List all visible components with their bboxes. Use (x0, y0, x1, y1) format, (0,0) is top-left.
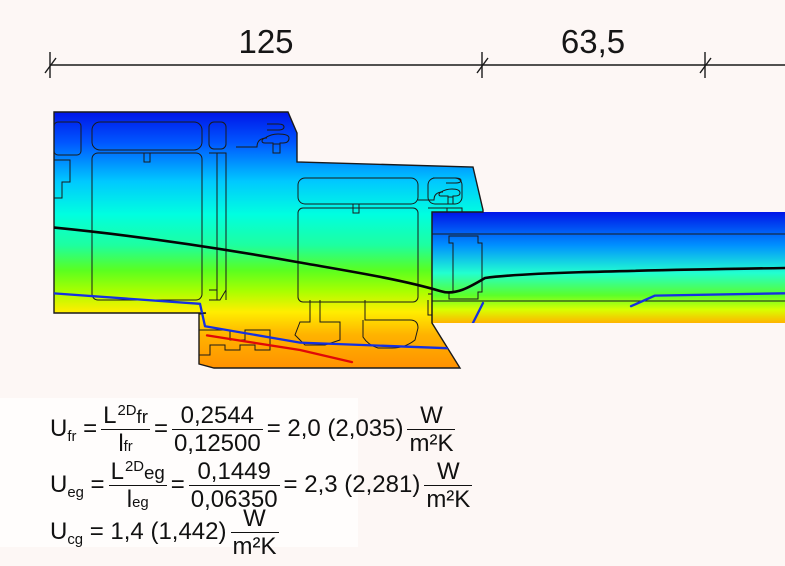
svg-text:125: 125 (238, 23, 293, 60)
svg-text:63,5: 63,5 (561, 23, 625, 60)
